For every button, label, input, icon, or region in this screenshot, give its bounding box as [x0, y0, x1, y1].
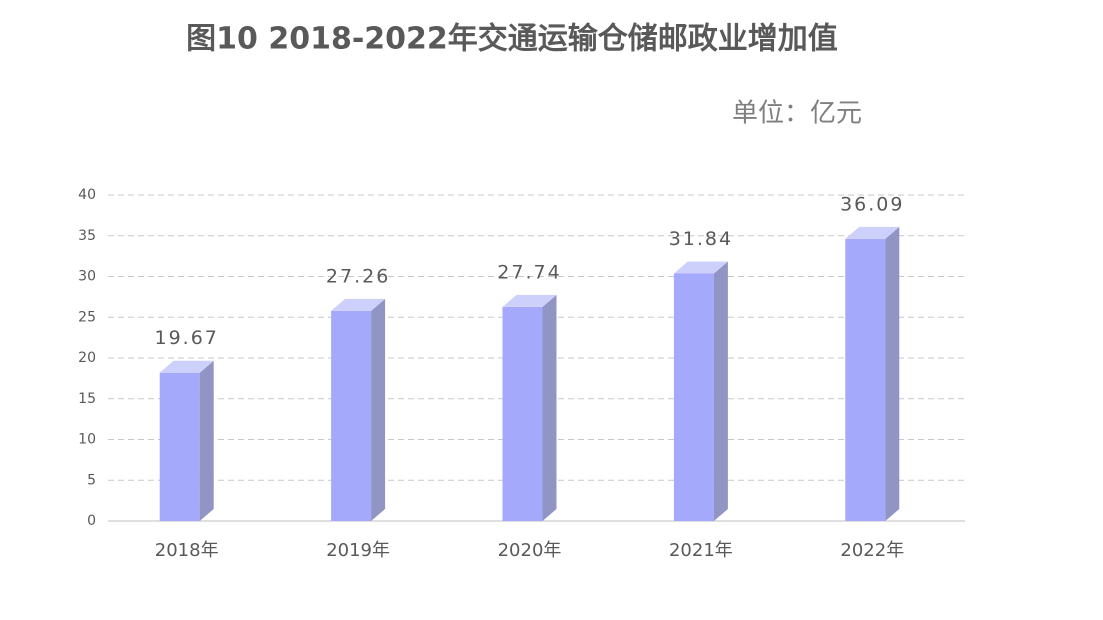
bar-front: [331, 310, 372, 521]
bar-front: [159, 372, 200, 521]
y-tick-label: 30: [78, 269, 96, 285]
x-tick-label: 2021年: [669, 540, 733, 561]
y-tick-label: 5: [87, 472, 96, 488]
bar-side: [885, 226, 900, 521]
bar-top: [159, 360, 214, 373]
y-tick-label: 20: [78, 350, 96, 366]
y-tick-label: 35: [78, 228, 96, 244]
value-label: 27.26: [326, 265, 390, 287]
y-tick-label: 25: [78, 309, 96, 325]
bar-side: [371, 298, 386, 521]
x-tick-label: 2018年: [155, 540, 219, 561]
bar-top: [502, 294, 557, 307]
x-tick-label: 2020年: [498, 540, 562, 561]
unit-label: 单位：亿元: [732, 99, 862, 129]
bar-top: [845, 226, 900, 239]
y-tick-label: 10: [78, 432, 96, 448]
y-tick-label: 15: [78, 391, 96, 407]
value-label: 36.09: [840, 193, 904, 215]
y-tick-label: 0: [87, 513, 96, 529]
bar-top: [331, 298, 386, 311]
bar-side: [713, 261, 728, 521]
x-tick-label: 2022年: [840, 540, 904, 561]
bar-side: [199, 360, 214, 521]
bar: [159, 360, 214, 521]
y-tick-label: 40: [78, 187, 96, 203]
bar-front: [502, 306, 543, 521]
value-label: 27.74: [497, 261, 561, 283]
bar-front: [673, 273, 714, 521]
bar-front: [845, 238, 886, 521]
value-label: 19.67: [154, 327, 218, 349]
bar: [673, 261, 728, 521]
bar: [845, 226, 900, 521]
bar-side: [542, 294, 557, 521]
value-label: 31.84: [669, 228, 733, 250]
bar: [331, 298, 386, 521]
bar: [502, 294, 557, 521]
bar-top: [673, 261, 728, 274]
chart-title: 图10 2018-2022年交通运输仓储邮政业增加值: [186, 22, 838, 57]
x-tick-label: 2019年: [326, 540, 390, 561]
